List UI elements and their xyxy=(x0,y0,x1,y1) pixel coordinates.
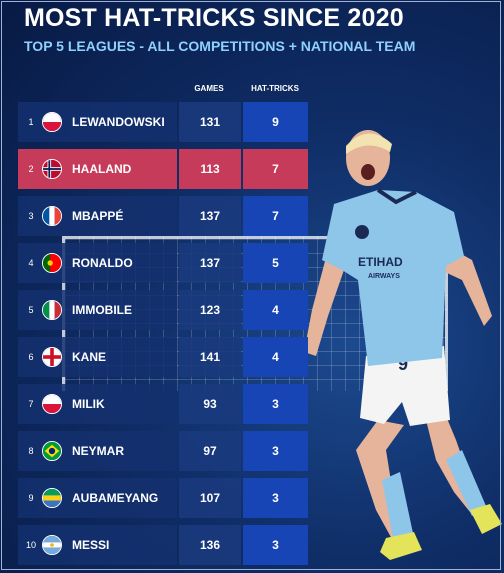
games-value: 141 xyxy=(179,337,241,377)
player-name: KANE xyxy=(72,350,107,364)
name-cell: 2 HAALAND xyxy=(18,149,177,189)
norway-flag-icon xyxy=(42,159,62,179)
table-row: 5 IMMOBILE 123 4 xyxy=(18,290,308,330)
table-row: 8 NEYMAR 97 3 xyxy=(18,431,308,471)
name-cell: 10 MESSI xyxy=(18,525,177,565)
table-row-highlighted: 2 HAALAND 113 7 xyxy=(18,149,308,189)
rank-number: 8 xyxy=(28,446,34,456)
table-row: 7 MILIK 93 3 xyxy=(18,384,308,424)
portugal-flag-icon xyxy=(42,253,62,273)
table-row: 1 LEWANDOWSKI 131 9 xyxy=(18,102,308,142)
name-cell: 3 MBAPPÉ xyxy=(18,196,177,236)
hat-tricks-value: 9 xyxy=(243,102,308,142)
hat-tricks-value: 5 xyxy=(243,243,308,283)
hat-tricks-value: 3 xyxy=(243,525,308,565)
name-cell: 1 LEWANDOWSKI xyxy=(18,102,177,142)
player-illustration: 9 ETIHAD AIRWAYS xyxy=(304,130,502,560)
hat-tricks-value: 4 xyxy=(243,290,308,330)
player-name: MILIK xyxy=(72,397,105,411)
name-cell: 7 MILIK xyxy=(18,384,177,424)
rank-number: 2 xyxy=(28,164,34,174)
italy-flag-icon xyxy=(42,300,62,320)
rank-number: 5 xyxy=(28,305,34,315)
player-name: IMMOBILE xyxy=(72,303,132,317)
name-cell: 6 KANE xyxy=(18,337,177,377)
games-value: 137 xyxy=(179,196,241,236)
hat-tricks-value: 3 xyxy=(243,478,308,518)
table-row: 6 KANE 141 4 xyxy=(18,337,308,377)
player-name: HAALAND xyxy=(72,162,132,176)
column-header-games: GAMES xyxy=(194,84,224,93)
shirt-sponsor-sub: AIRWAYS xyxy=(368,273,400,280)
hat-tricks-value: 7 xyxy=(243,196,308,236)
games-value: 137 xyxy=(179,243,241,283)
shorts-number: 9 xyxy=(398,354,408,374)
club-crest-icon xyxy=(355,225,369,239)
gabon-flag-icon xyxy=(42,488,62,508)
games-value: 93 xyxy=(179,384,241,424)
argentina-flag-icon xyxy=(42,535,62,555)
name-cell: 9 AUBAMEYANG xyxy=(18,478,177,518)
rank-number: 9 xyxy=(28,493,34,503)
table-row: 4 RONALDO 137 5 xyxy=(18,243,308,283)
games-value: 123 xyxy=(179,290,241,330)
hat-tricks-value: 7 xyxy=(243,149,308,189)
games-value: 131 xyxy=(179,102,241,142)
player-name: RONALDO xyxy=(72,256,133,270)
name-cell: 8 NEYMAR xyxy=(18,431,177,471)
player-name: MBAPPÉ xyxy=(72,209,124,223)
poland-flag-icon xyxy=(42,394,62,414)
table-row: 10 MESSI 136 3 xyxy=(18,525,308,565)
player-name: MESSI xyxy=(72,538,110,552)
games-value: 97 xyxy=(179,431,241,471)
hat-tricks-value: 3 xyxy=(243,384,308,424)
brazil-flag-icon xyxy=(42,441,62,461)
player-name: NEYMAR xyxy=(72,444,125,458)
player-name: AUBAMEYANG xyxy=(72,491,159,505)
table-row: 9 AUBAMEYANG 107 3 xyxy=(18,478,308,518)
shirt-sponsor: ETIHAD xyxy=(358,255,403,269)
poland-flag-icon xyxy=(42,112,62,132)
column-header-hat-tricks: HAT-TRICKS xyxy=(251,84,299,93)
rank-number: 6 xyxy=(28,352,34,362)
hat-tricks-value: 3 xyxy=(243,431,308,471)
page-title: MOST HAT-TRICKS SINCE 2020 xyxy=(24,4,404,32)
name-cell: 5 IMMOBILE xyxy=(18,290,177,330)
rank-number: 4 xyxy=(28,258,34,268)
name-cell: 4 RONALDO xyxy=(18,243,177,283)
rank-number: 1 xyxy=(28,117,34,127)
rank-number: 3 xyxy=(28,211,34,221)
page-subtitle: TOP 5 LEAGUES - ALL COMPETITIONS + NATIO… xyxy=(24,38,416,54)
games-value: 136 xyxy=(179,525,241,565)
rank-number: 7 xyxy=(28,399,34,409)
games-value: 113 xyxy=(179,149,241,189)
hat-tricks-value: 4 xyxy=(243,337,308,377)
france-flag-icon xyxy=(42,206,62,226)
england-flag-icon xyxy=(42,347,62,367)
table-row: 3 MBAPPÉ 137 7 xyxy=(18,196,308,236)
games-value: 107 xyxy=(179,478,241,518)
player-name: LEWANDOWSKI xyxy=(72,115,165,129)
rank-number: 10 xyxy=(25,540,36,550)
